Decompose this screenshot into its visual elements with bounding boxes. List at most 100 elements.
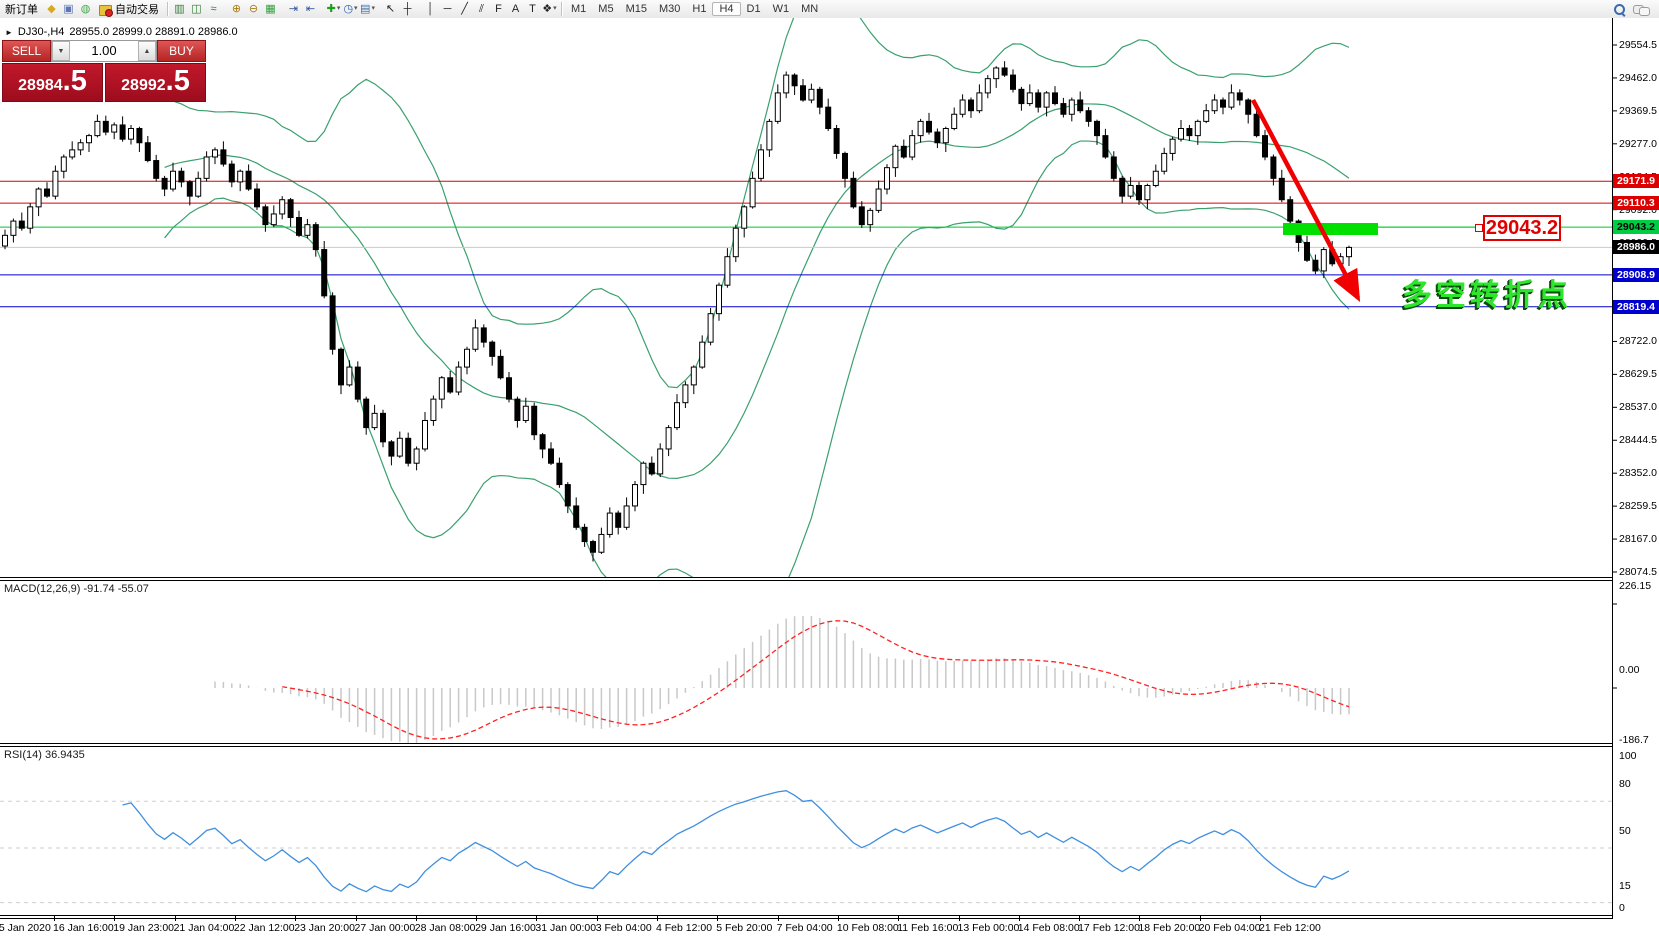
timeframe-button-w1[interactable]: W1 [772,3,790,15]
trend-arrow[interactable] [1251,98,1361,302]
candle-body [741,206,748,229]
candle-body [27,206,34,229]
candle-body [44,188,50,197]
candle-body [615,512,622,528]
zoom-in-icon[interactable]: ⊕ [231,3,242,15]
candle-body [858,206,865,226]
time-axis-tick [476,916,478,921]
arrows-icon-dropdown[interactable]: ▾ [553,5,557,12]
equidistant-channel-icon[interactable]: ⫽ [479,3,484,15]
price-tick-label: 29369.5 [1619,104,1657,117]
time-axis-tick [1139,916,1141,921]
candle-body [10,220,17,236]
candle-body [111,124,118,133]
timeframe-button-h1[interactable]: H1 [692,3,707,15]
add-indicator-button-dropdown[interactable]: ▾ [336,5,341,12]
buy-button[interactable]: BUY [157,40,206,62]
time-axis-label: 31 Jan 00:00 [535,922,597,934]
bollinger-middle [164,103,1350,479]
time-axis-tick [898,916,900,921]
candle-body [1287,199,1294,222]
candle-body [438,377,445,400]
periods-button-dropdown[interactable]: ▾ [354,5,358,12]
trendline-icon[interactable]: ╱ [461,3,468,15]
line-chart-icon[interactable]: ≈ [210,3,217,15]
zoom-out-icon[interactable]: ⊖ [248,3,259,15]
candle-body [1220,99,1226,108]
sell-button[interactable]: SELL [2,40,51,62]
candle-body [783,74,790,94]
rsi-tick-label: 0 [1619,902,1625,914]
search-icon[interactable] [1614,3,1626,17]
time-axis-label: 5 Feb 20:00 [716,922,773,934]
rsi-name: RSI(14) [4,749,42,761]
callout-anchor-handle[interactable] [1475,224,1483,232]
candle-body [1127,184,1134,197]
timeframe-button-d1[interactable]: D1 [746,3,761,15]
panel-separator[interactable] [0,577,1613,581]
candle-body [884,167,890,190]
sell-price-display[interactable]: 28984 .5 [2,63,103,102]
chart-title: ► DJ30-,H4 28955.0 28999.0 28891.0 28986… [5,26,238,38]
candle-body [405,437,412,464]
add-indicator-button[interactable]: ✚ ▾ [326,3,341,15]
horizontal-line-icon[interactable]: ─ [443,3,452,15]
styler-icon[interactable]: ◆ [47,3,56,15]
autotrading-icon [99,4,113,17]
time-axis-tick [958,916,960,921]
price-tick-label: 28444.5 [1619,434,1657,447]
candle-body [338,348,344,386]
new-order-button[interactable]: 新订单 [0,1,43,17]
candle-body [539,434,546,450]
main-chart-canvas[interactable] [0,18,1659,577]
text-label-icon[interactable]: T [529,3,536,15]
candle-body [984,78,991,94]
candle-body [934,131,941,144]
chat-icon[interactable] [1633,4,1650,16]
timeframe-button-mn[interactable]: MN [801,3,819,15]
buy-price-display[interactable]: 28992 .5 [105,63,206,102]
vertical-line-icon[interactable]: │ [427,3,434,15]
timeframe-button-m1[interactable]: M1 [571,3,587,15]
chart-shift-icon[interactable]: ⇤ [305,3,316,15]
arrows-icon[interactable]: ❖ ▾ [542,3,557,15]
candle-body [296,217,302,236]
volume-decrease-button[interactable]: ▼ [52,41,70,61]
timeframe-button-m15[interactable]: M15 [625,3,647,15]
market-watch-icon[interactable]: ▣ [63,3,74,15]
chart-region: ► DJ30-,H4 28955.0 28999.0 28891.0 28986… [0,18,1659,945]
timeframe-button-h4[interactable]: H4 [712,2,741,16]
volume-increase-button[interactable]: ▲ [138,41,156,61]
templates-button[interactable]: ▤ ▾ [360,3,375,15]
tile-windows-icon[interactable]: ▦ [265,3,276,15]
time-axis-label: 14 Feb 08:00 [1017,922,1080,934]
auto-scroll-icon[interactable]: ⇥ [288,3,299,15]
periods-button[interactable]: ◷ ▾ [343,3,358,15]
price-callout-box[interactable]: 29043.2 [1483,215,1561,241]
time-axis-label: 13 Feb 00:00 [957,922,1020,934]
bar-chart-icon[interactable]: ▥ [174,3,185,15]
rsi-panel-canvas[interactable] [0,747,1659,915]
candle-body [178,170,185,183]
candlestick-chart-icon[interactable]: ◫ [191,3,202,15]
panel-separator[interactable] [0,743,1613,747]
candle-body [480,327,487,343]
templates-button-dropdown[interactable]: ▾ [371,5,375,12]
crosshair-icon[interactable]: ┼ [403,3,412,15]
highlight-rectangle[interactable] [1283,223,1378,235]
volume-input[interactable]: 1.00 [70,41,138,61]
text-icon[interactable]: A [511,3,520,15]
candle-body [657,448,664,475]
price-tag-28819.4: 28819.4 [1613,299,1659,314]
turning-point-label[interactable]: 多空转折点 [1402,279,1572,312]
candle-body [321,249,328,297]
macd-panel-canvas[interactable] [0,581,1659,744]
fibonacci-icon[interactable]: F [495,3,502,15]
timeframe-button-m5[interactable]: M5 [598,3,614,15]
autotrading-button[interactable]: 自动交易 [94,1,164,17]
cursor-icon[interactable]: ↖ [385,3,396,15]
signal-icon[interactable]: ◍ [80,3,91,15]
chart-symbol-period: DJ30-,H4 [17,26,65,38]
timeframe-button-m30[interactable]: M30 [658,3,681,15]
time-axis-label: 17 Feb 12:00 [1078,922,1140,934]
